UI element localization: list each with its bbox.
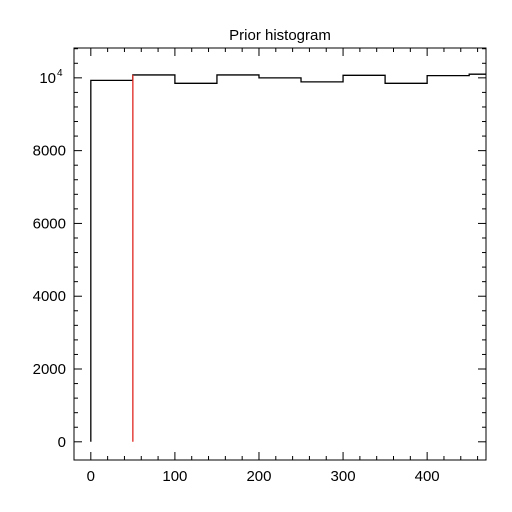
y-tick-label-power-base: 10: [39, 70, 56, 87]
y-tick-label: 2000: [33, 361, 66, 378]
histogram-bin: [91, 80, 133, 441]
histogram-bin: [301, 82, 343, 442]
y-tick-label-power-exponent: 4: [57, 68, 63, 79]
y-tick-label: 8000: [33, 143, 66, 160]
histogram-bin: [133, 75, 175, 442]
y-tick-label: 0: [58, 434, 66, 451]
histogram-bin: [217, 75, 259, 442]
chart-title: Prior histogram: [229, 27, 331, 44]
x-tick-label: 0: [87, 468, 95, 485]
histogram-bin: [469, 74, 511, 442]
histogram-step-line: [90, 73, 486, 442]
plot-area: [90, 73, 511, 442]
x-tick-label: 200: [246, 468, 271, 485]
histogram-bin: [259, 78, 301, 442]
x-tick-label: 300: [331, 468, 356, 485]
histogram-bin: [343, 75, 385, 442]
histogram-bin: [175, 83, 217, 442]
y-tick-label: 4000: [33, 288, 66, 305]
x-tick-label: 400: [415, 468, 440, 485]
y-tick-label: 6000: [33, 215, 66, 232]
histogram-bin: [427, 76, 469, 442]
plot-frame: [73, 47, 487, 461]
histogram-bin: [385, 83, 427, 442]
x-tick-label: 100: [162, 468, 187, 485]
